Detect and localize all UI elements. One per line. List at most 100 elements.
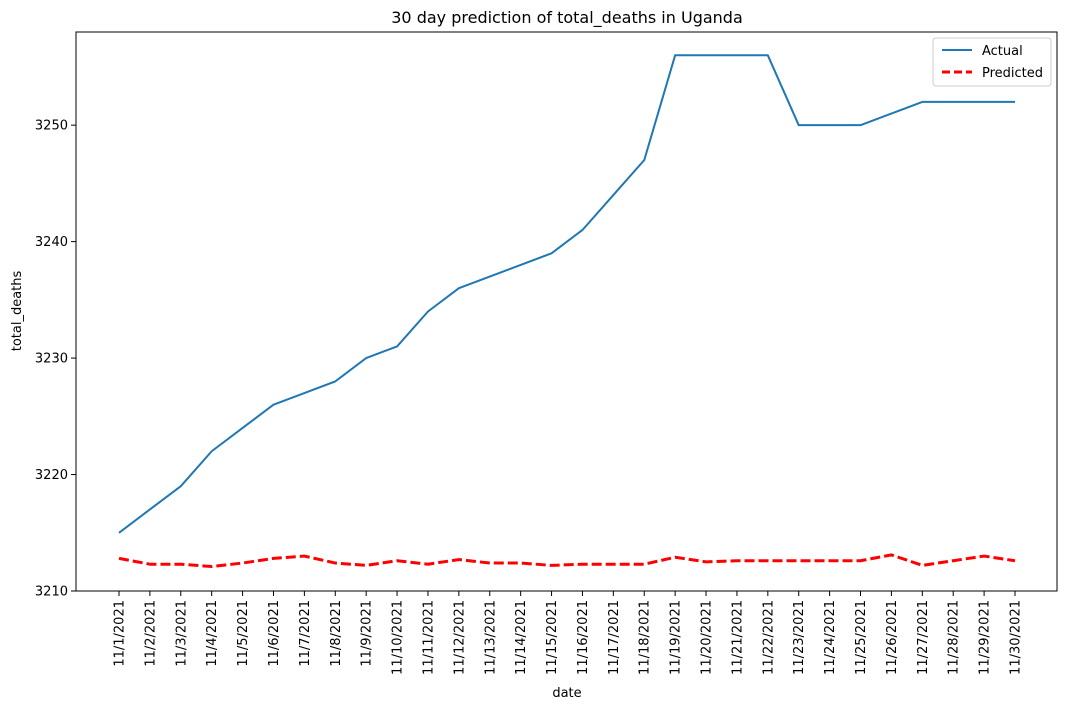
data-point [149, 563, 151, 565]
y-tick-label: 3220 [35, 468, 68, 483]
data-point [859, 560, 861, 562]
x-tick-label: 11/25/2021 [854, 600, 869, 675]
x-tick-label: 11/10/2021 [391, 600, 406, 675]
x-tick-label: 11/18/2021 [638, 600, 653, 675]
data-point [365, 564, 367, 566]
legend: Actual Predicted [932, 37, 1052, 87]
data-point [489, 562, 491, 564]
x-tick-label: 11/28/2021 [947, 600, 962, 675]
x-tick-label: 11/23/2021 [792, 600, 807, 675]
data-point [828, 560, 830, 562]
y-tick-label: 3250 [35, 119, 68, 134]
data-point [828, 124, 830, 126]
data-point [489, 275, 491, 277]
x-axis-label: date [552, 686, 581, 701]
data-point [550, 252, 552, 254]
data-point [705, 561, 707, 563]
data-point [643, 159, 645, 161]
x-tick-label: 11/26/2021 [885, 600, 900, 675]
legend-label-predicted: Predicted [982, 66, 1043, 81]
data-point [334, 380, 336, 382]
data-point [612, 194, 614, 196]
data-point [1014, 560, 1016, 562]
data-point [396, 345, 398, 347]
data-point [303, 555, 305, 557]
x-tick-label: 11/22/2021 [761, 600, 776, 675]
x-tick-label: 11/19/2021 [669, 600, 684, 675]
data-point [427, 310, 429, 312]
data-point [798, 124, 800, 126]
series-line-predicted [118, 553, 1016, 569]
data-point [581, 229, 583, 231]
y-axis-label: total_deaths [10, 271, 25, 352]
x-tick-label: 11/12/2021 [452, 600, 467, 675]
data-point [581, 563, 583, 565]
data-point [952, 101, 954, 103]
data-point [705, 54, 707, 56]
x-tick-label: 11/9/2021 [360, 600, 375, 667]
data-point [149, 508, 151, 510]
x-tick-label: 11/2/2021 [143, 600, 158, 667]
data-point [643, 563, 645, 565]
data-point [674, 556, 676, 558]
x-tick-label: 11/13/2021 [483, 600, 498, 675]
data-point [952, 560, 954, 562]
data-point [118, 557, 120, 559]
x-tick-label: 11/4/2021 [205, 600, 220, 667]
x-tick-label: 11/14/2021 [514, 600, 529, 675]
data-point [272, 403, 274, 405]
data-point [519, 562, 521, 564]
data-point [210, 450, 212, 452]
x-tick-label: 11/1/2021 [113, 600, 128, 667]
x-tick-label: 11/3/2021 [174, 600, 189, 667]
plot-frame [75, 31, 1058, 592]
data-point [272, 557, 274, 559]
x-tick-label: 11/15/2021 [545, 600, 560, 675]
data-point [396, 560, 398, 562]
data-point [427, 563, 429, 565]
data-point [210, 565, 212, 567]
x-tick-label: 11/30/2021 [1009, 600, 1024, 675]
x-tick-label: 11/7/2021 [298, 600, 313, 667]
data-point [1014, 101, 1016, 103]
x-tick-label: 11/5/2021 [236, 600, 251, 667]
data-point [365, 357, 367, 359]
data-point [921, 101, 923, 103]
y-tick-label: 3240 [35, 235, 68, 250]
data-point [241, 562, 243, 564]
data-point [674, 54, 676, 56]
data-point [180, 485, 182, 487]
x-tick-label: 11/8/2021 [329, 600, 344, 667]
x-tick-label: 11/27/2021 [916, 600, 931, 675]
data-point [983, 101, 985, 103]
data-point [921, 564, 923, 566]
data-point [458, 558, 460, 560]
plot-area: 3210 3220 3230 3240 3250 11/1/2021 11/2/2021 11… [35, 31, 1058, 675]
y-tick-label: 3210 [35, 585, 68, 600]
data-point [334, 562, 336, 564]
x-tick-label: 11/24/2021 [823, 600, 838, 675]
x-tick-label: 11/17/2021 [607, 600, 622, 675]
data-point [767, 560, 769, 562]
x-tick-label: 11/20/2021 [700, 600, 715, 675]
data-point [890, 112, 892, 114]
chart-title: 30 day prediction of total_deaths in Uga… [391, 8, 743, 28]
x-tick-label: 11/16/2021 [576, 600, 591, 675]
data-point [180, 563, 182, 565]
data-point [736, 560, 738, 562]
x-tick-label: 11/11/2021 [421, 600, 436, 675]
x-tick-label: 11/6/2021 [267, 600, 282, 667]
x-tick-label: 11/21/2021 [730, 600, 745, 675]
data-point [550, 564, 552, 566]
legend-label-actual: Actual [982, 44, 1023, 59]
y-tick-label: 3230 [35, 352, 68, 367]
series-line-actual [118, 54, 1015, 534]
data-point [458, 287, 460, 289]
data-point [736, 54, 738, 56]
data-point [519, 264, 521, 266]
data-point [767, 54, 769, 56]
data-point [983, 555, 985, 557]
data-point [241, 427, 243, 429]
x-tick-label: 11/29/2021 [978, 600, 993, 675]
